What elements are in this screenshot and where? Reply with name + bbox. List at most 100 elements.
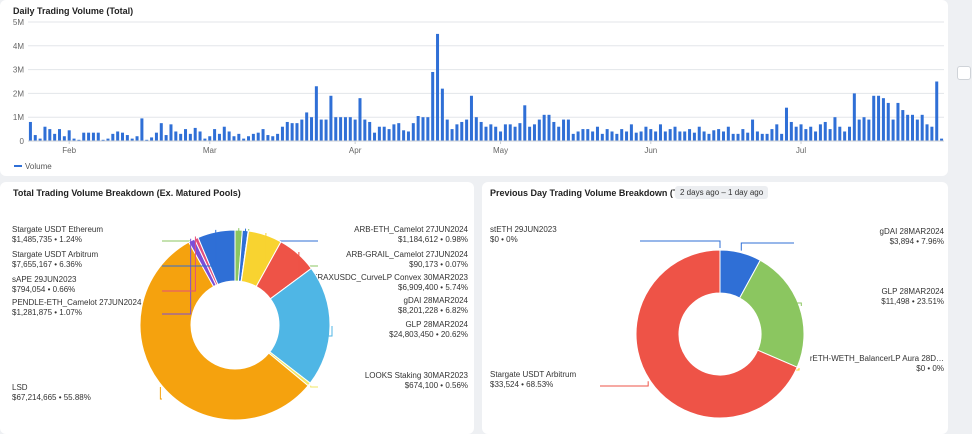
volume-bar: [654, 131, 658, 141]
volume-bar: [87, 132, 91, 141]
volume-bar: [348, 117, 352, 141]
slice-label-value: $90,173 • 0.07%: [409, 260, 468, 269]
volume-bar: [537, 119, 541, 141]
volume-bar: [760, 133, 764, 141]
volume-bar: [881, 98, 885, 141]
volume-bar: [256, 132, 260, 141]
volume-bar: [373, 132, 377, 141]
slice-label-value: $6,909,400 • 5.74%: [398, 283, 468, 292]
volume-bar: [53, 133, 57, 141]
volume-bar: [678, 131, 682, 141]
volume-bar: [179, 133, 183, 141]
volume-bar: [901, 110, 905, 141]
volume-bar: [658, 124, 662, 141]
slice-leader-line: [162, 228, 240, 242]
slice-label-name: LOOKS Staking 30MAR2023: [365, 371, 469, 380]
volume-bar: [576, 131, 580, 141]
volume-bar: [780, 133, 784, 141]
volume-bar: [629, 124, 633, 141]
slice-leader-line: [640, 240, 721, 248]
volume-bar: [712, 130, 716, 141]
volume-bar: [237, 133, 241, 141]
volume-bar: [319, 119, 323, 141]
x-tick-label: Mar: [203, 146, 217, 155]
volume-bar: [314, 86, 318, 141]
volume-bar: [465, 119, 469, 141]
volume-bar: [28, 121, 32, 141]
volume-bar: [683, 131, 687, 141]
side-scroll-handle[interactable]: [957, 66, 971, 80]
volume-bar: [232, 136, 236, 141]
volume-bar: [300, 119, 304, 141]
volume-bar: [857, 119, 861, 141]
slice-label-value: $3,894 • 7.96%: [890, 237, 944, 246]
volume-bar: [251, 133, 255, 141]
volume-bar: [217, 133, 221, 141]
volume-bar: [746, 132, 750, 141]
volume-bar: [469, 95, 473, 141]
slice-label-name: gDAI 28MAR2024: [404, 296, 469, 305]
volume-bar: [862, 117, 866, 141]
volume-bar: [125, 135, 129, 141]
slice-leader-line: [318, 325, 333, 337]
slice-label-name: gDAI 28MAR2024: [880, 227, 945, 236]
slice-label-value: $24,803,450 • 20.62%: [389, 330, 468, 339]
volume-bar: [445, 119, 449, 141]
slice-label-name: rETH-WETH_BalancerLP Aura 28D…: [810, 354, 944, 363]
volume-bar: [741, 129, 745, 141]
volume-bar: [140, 118, 144, 141]
donut-slice: [139, 241, 309, 421]
volume-bar: [620, 129, 624, 141]
volume-bar: [222, 126, 226, 141]
volume-bar: [847, 126, 851, 141]
volume-bar: [571, 133, 575, 141]
slice-label-value: $674,100 • 0.56%: [405, 381, 468, 390]
volume-bar: [271, 136, 275, 141]
slice-label-name: LSD: [12, 383, 28, 392]
volume-bar: [198, 131, 202, 141]
volume-bar: [455, 124, 459, 141]
slice-label-value: $11,498 • 23.51%: [881, 297, 944, 306]
slice-label-name: stETH 29JUN2023: [490, 225, 557, 234]
volume-bar: [150, 137, 154, 141]
volume-bar: [484, 126, 488, 141]
volume-bar: [532, 124, 536, 141]
volume-bar: [310, 117, 314, 141]
volume-bar: [135, 136, 139, 141]
slice-label-name: ARB-GRAIL_Camelot 27JUN2024: [346, 250, 468, 259]
volume-bar: [906, 114, 910, 141]
volume-bar: [843, 131, 847, 141]
volume-bar: [494, 126, 498, 141]
slice-leader-line: [794, 302, 802, 306]
volume-bar: [896, 102, 900, 141]
previous-day-breakdown-title: Previous Day Trading Volume Breakdown (T…: [490, 188, 700, 198]
volume-bar: [406, 131, 410, 141]
donut-slice: [197, 229, 236, 286]
volume-bar: [726, 126, 730, 141]
volume-bar: [305, 112, 309, 141]
volume-bar: [673, 126, 677, 141]
volume-bar: [62, 136, 66, 141]
volume-bar: [266, 135, 270, 141]
volume-bar: [111, 133, 115, 141]
slice-leader-line: [162, 229, 217, 267]
volume-bar: [91, 132, 95, 141]
volume-bar: [503, 124, 507, 141]
slice-label-value: $8,201,228 • 6.82%: [398, 306, 468, 315]
volume-bar: [920, 114, 924, 141]
volume-bar: [334, 117, 338, 141]
volume-bar: [591, 131, 595, 141]
volume-bar: [295, 123, 299, 141]
volume-bar: [823, 121, 827, 141]
date-range-badge[interactable]: 2 days ago – 1 day ago: [675, 186, 769, 199]
volume-bar: [818, 124, 822, 141]
volume-bar: [130, 138, 134, 141]
volume-bar: [387, 129, 391, 141]
volume-bar: [324, 119, 328, 141]
volume-bar: [668, 129, 672, 141]
y-tick-label: 3M: [13, 66, 24, 75]
volume-bar: [615, 133, 619, 141]
volume-bar: [692, 132, 696, 141]
volume-bar: [213, 129, 217, 141]
volume-bar: [910, 114, 914, 141]
